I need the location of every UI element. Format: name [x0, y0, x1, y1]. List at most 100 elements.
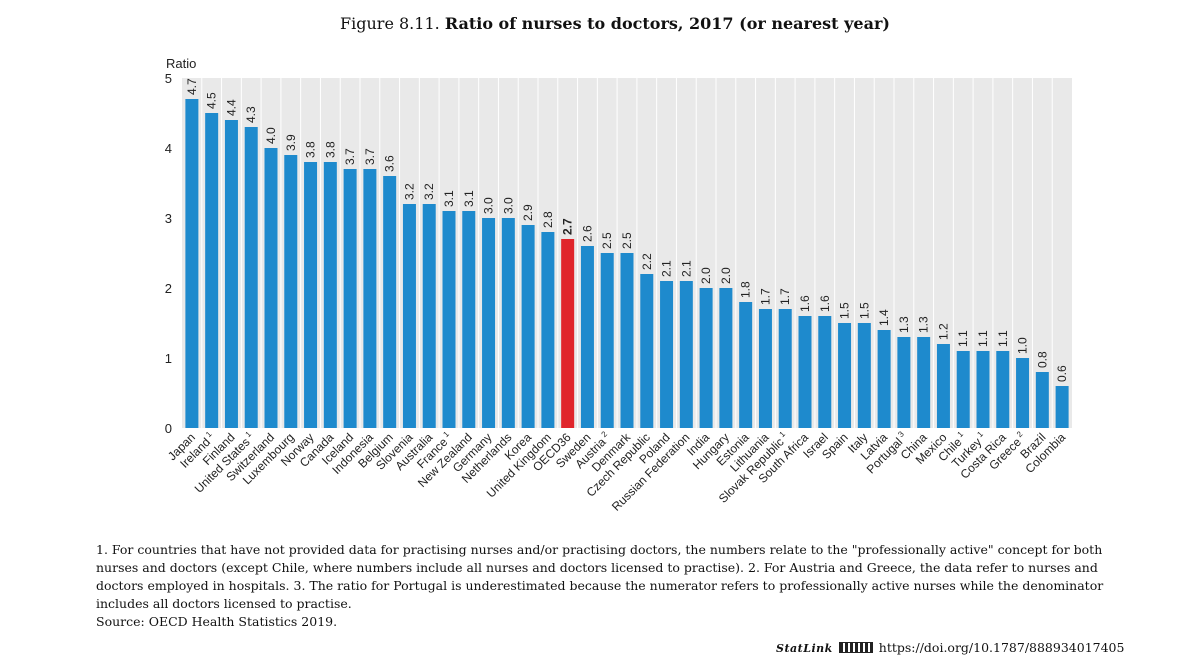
bar-value-label: 2.1 [679, 260, 693, 277]
bar [580, 246, 594, 428]
bar [402, 204, 416, 428]
bar-value-label: 1.5 [838, 302, 852, 319]
bar-value-label: 2.5 [600, 232, 614, 249]
bar-value-label: 2.0 [719, 267, 733, 284]
bar-value-label: 1.7 [758, 288, 772, 305]
bar [640, 274, 654, 428]
bar-value-label: 3.9 [284, 134, 298, 151]
bar [462, 211, 476, 428]
y-tick-label: 1 [165, 351, 172, 366]
statlink-bar: StatLink https://doi.org/10.1787/88893401… [776, 640, 1136, 658]
bar [422, 204, 436, 428]
bar-value-label: 1.6 [818, 295, 832, 312]
bar [857, 323, 871, 428]
bar [996, 351, 1010, 428]
bar-value-label: 2.0 [699, 267, 713, 284]
bar-value-label: 0.6 [1055, 365, 1069, 382]
bar [1016, 358, 1030, 428]
bar-value-label: 4.5 [205, 92, 219, 109]
bar [304, 162, 318, 428]
bar-value-label: 3.2 [402, 183, 416, 200]
bar-value-label: 1.3 [917, 316, 931, 333]
bar [699, 288, 713, 428]
bar [936, 344, 950, 428]
source-text: Source: OECD Health Statistics 2019. [96, 614, 338, 629]
bar-value-label: 3.0 [501, 197, 515, 214]
bar-value-label: 4.4 [224, 99, 238, 116]
bar-value-label: 1.2 [936, 323, 950, 340]
oecd-statlink-logo-icon [838, 642, 873, 653]
bar-value-label: 2.1 [660, 260, 674, 277]
statlink-url-link[interactable]: https://doi.org/10.1787/888934017405 [878, 640, 1125, 655]
bar [818, 316, 832, 428]
bar-value-label: 3.1 [462, 190, 476, 207]
bar-highlight [561, 239, 575, 428]
bar-value-label: 2.6 [580, 225, 594, 242]
figure-number: Figure 8.11. [340, 14, 440, 33]
bar [541, 232, 555, 428]
bar-value-label: 3.0 [482, 197, 496, 214]
bar-value-label: 2.9 [521, 204, 535, 221]
bar-value-label: 2.5 [620, 232, 634, 249]
bar [778, 309, 792, 428]
bar [956, 351, 970, 428]
bar [798, 316, 812, 428]
bar-value-label: 3.8 [304, 141, 318, 158]
bar-chart: 0 1 2 3 4 5 4.7 4.5 4.4 4.3 4.0 3.9 3.8 3.8 3.7 3.7 3.6… [165, 56, 1072, 514]
bar-value-label: 1.8 [739, 281, 753, 298]
bar-value-label: 1.1 [956, 330, 970, 347]
bar [620, 253, 634, 428]
bar-value-label: 2.8 [541, 211, 555, 228]
bar-value-label: 3.6 [383, 155, 397, 172]
bar-value-label: 4.0 [264, 127, 278, 144]
bar-value-label: 4.7 [185, 78, 199, 95]
bar [185, 99, 199, 428]
bar-value-label: 1.4 [877, 309, 891, 326]
y-tick-label: 2 [165, 281, 172, 296]
bar [679, 281, 693, 428]
bar-value-label: 2.2 [640, 253, 654, 270]
bar [244, 127, 258, 428]
bar-value-label: 1.3 [897, 316, 911, 333]
bar-value-label: 3.1 [442, 190, 456, 207]
bar [482, 218, 496, 428]
bar [758, 309, 772, 428]
bar [976, 351, 990, 428]
y-tick-label: 5 [165, 71, 172, 86]
bar [660, 281, 674, 428]
bar [838, 323, 852, 428]
bar [1055, 386, 1069, 428]
bar [1035, 372, 1049, 428]
y-axis-title: Ratio [166, 56, 196, 71]
bar-value-label: 1.6 [798, 295, 812, 312]
bar [739, 302, 753, 428]
y-tick-label: 4 [165, 141, 172, 156]
bar-value-label: 3.7 [363, 148, 377, 165]
bar [323, 162, 337, 428]
bar-value-label: 1.5 [857, 302, 871, 319]
bar-value-label: 0.8 [1035, 351, 1049, 368]
footnotes-text: 1. For countries that have not provided … [96, 542, 1104, 611]
figure-notes: 1. For countries that have not provided … [96, 541, 1141, 631]
bar [363, 169, 377, 428]
bar [284, 155, 298, 428]
figure-title: Figure 8.11. Ratio of nurses to doctors,… [0, 14, 1200, 33]
bar-value-label: 2.7 [561, 218, 575, 235]
bar [917, 337, 931, 428]
bar-value-label: 3.7 [343, 148, 357, 165]
bar [521, 225, 535, 428]
bar [343, 169, 357, 428]
bar [224, 120, 238, 428]
bar [877, 330, 891, 428]
bar-value-label: 3.8 [323, 141, 337, 158]
bar [205, 113, 219, 428]
statlink-brand: StatLink [776, 642, 833, 655]
bar [600, 253, 614, 428]
bar-value-label: 1.1 [996, 330, 1010, 347]
y-tick-label: 0 [165, 421, 172, 436]
bar [719, 288, 733, 428]
bar [383, 176, 397, 428]
bar [897, 337, 911, 428]
bar [264, 148, 278, 428]
bar [501, 218, 515, 428]
